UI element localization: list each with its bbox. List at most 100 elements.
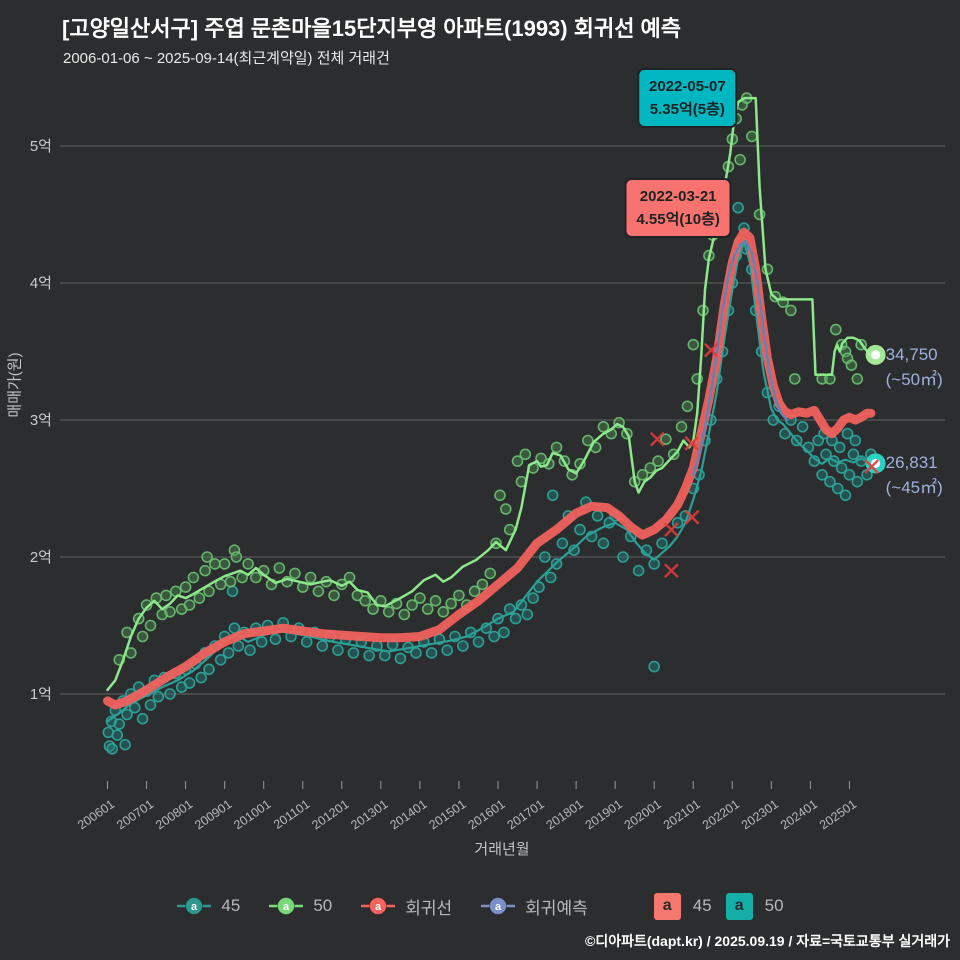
x-tick-label: 201301 <box>348 797 390 832</box>
scatter-dot-50 <box>250 571 262 584</box>
x-tick-label: 202401 <box>778 797 820 832</box>
cancelled-x-icon <box>649 431 665 447</box>
scatter-dot-45 <box>574 523 586 536</box>
scatter-dot-50 <box>224 575 237 588</box>
scatter-dot-50 <box>681 400 694 413</box>
scatter-dot-50 <box>829 323 842 336</box>
last-point-core-50 <box>871 350 881 360</box>
x-tick-label: 202201 <box>700 797 742 832</box>
scatter-dot-45 <box>410 647 422 659</box>
page-subtitle: 2006-01-06 ~ 2025-09-14(최근계약일) 전체 거래건 <box>63 50 390 67</box>
scatter-dot-45 <box>152 690 165 703</box>
scatter-dot-45 <box>121 708 133 721</box>
legend-badge-item-50[interactable]: a 50 <box>725 892 784 920</box>
scatter-dot-50 <box>687 338 700 351</box>
scatter-dot-45 <box>144 699 157 711</box>
legend-badge-item-45[interactable]: a 45 <box>653 892 712 920</box>
scatter-dot-50 <box>203 585 215 598</box>
legend-item-50[interactable]: a 50 <box>268 896 332 916</box>
scatter-dot-45 <box>394 652 407 665</box>
scatter-dot-45 <box>195 671 207 684</box>
legend-item-회귀예측[interactable]: a 회귀예측 <box>480 894 588 919</box>
scatter-dot-50 <box>367 603 379 615</box>
scatter-dot-45 <box>824 475 836 488</box>
scatter-dot-45 <box>441 644 454 657</box>
scatter-dot-50 <box>499 503 512 515</box>
x-tick-label: 201501 <box>426 797 468 832</box>
scatter-dot-50 <box>289 567 301 580</box>
scatter-dot-50 <box>597 420 610 433</box>
scatter-dot-45 <box>363 649 375 662</box>
legend-badge-label: 45 <box>692 896 712 915</box>
x-tick-label: 201201 <box>309 797 351 832</box>
scatter-dot-50 <box>437 605 450 618</box>
legend-marker-icon: a <box>361 897 396 915</box>
last-value-label-45: 26,831 (~45㎡) <box>885 453 943 498</box>
annotation-high-45: 2022-03-21 4.55억(10층) <box>624 177 732 238</box>
scatter-dot-50 <box>745 130 758 143</box>
scatter-dot-50 <box>312 585 325 598</box>
x-tick-label: 200901 <box>192 797 234 832</box>
scatter-dot-50 <box>209 558 221 570</box>
cancelled-x-icon <box>864 459 880 474</box>
scatter-dot-50 <box>179 581 192 593</box>
scatter-dot-50 <box>201 551 213 563</box>
scatter-dot-50 <box>644 462 657 474</box>
x-tick-label: 202301 <box>739 797 781 832</box>
footer-credit: ©디아파트(dapt.kr) / 2025.09.19 / 자료=국토교통부 실… <box>585 933 950 949</box>
scatter-dot-45 <box>835 462 848 474</box>
scatter-dot-45 <box>472 636 485 648</box>
scatter-dot-50 <box>550 441 563 454</box>
scatter-dot-45 <box>831 482 844 495</box>
scatter-dot-45 <box>244 644 256 657</box>
legend-label: 50 <box>313 896 333 915</box>
cancelled-x-icon <box>684 435 700 451</box>
y-axis-title: 매매가(원) <box>6 352 24 418</box>
x-tick-label: 201801 <box>544 797 586 832</box>
scatter-dot-45 <box>591 510 604 522</box>
scatter-dot-45 <box>425 647 438 659</box>
scatter-dot-50 <box>273 562 286 574</box>
scatter-dot-50 <box>484 567 497 580</box>
scatter-dot-45 <box>546 489 559 502</box>
legend-marker-icon: a <box>269 897 304 915</box>
scatter-dot-50 <box>359 594 372 607</box>
legend-label: 회귀선 <box>405 898 453 918</box>
scatter-dot-50 <box>734 153 746 166</box>
legend-marker-icon: a <box>177 897 212 915</box>
scatter-dot-50 <box>468 585 481 598</box>
legend-item-회귀선[interactable]: a 회귀선 <box>360 894 452 919</box>
scatter-dot-50 <box>851 373 864 385</box>
scatter-dot-50 <box>494 489 506 502</box>
scatter-dot-45 <box>841 427 854 440</box>
legend-item-45[interactable]: a 45 <box>176 896 240 916</box>
y-tick-label: 1억 <box>30 686 52 703</box>
scatter-dot-45 <box>222 647 235 659</box>
scatter-dot-45 <box>556 537 569 550</box>
legend-badges: a 45 a 50 <box>653 892 784 920</box>
scatter-dot-45 <box>732 201 745 214</box>
x-tick-label: 202101 <box>661 797 703 832</box>
scatter-dot-45 <box>843 468 856 481</box>
scatter-dot-50 <box>453 589 465 602</box>
scatter-dot-45 <box>833 441 846 454</box>
scatter-dot-50 <box>476 578 489 591</box>
scatter-dot-45 <box>544 571 557 584</box>
scatter-dot-45 <box>632 564 645 577</box>
legend-badge-label: 50 <box>764 896 784 915</box>
scatter-dot-50 <box>328 589 340 602</box>
y-tick-label: 2억 <box>30 549 52 566</box>
scatter-dot-45 <box>816 468 828 481</box>
scatter-dot-50 <box>199 564 211 577</box>
legend-label: 45 <box>221 896 241 915</box>
scatter-dot-45 <box>509 612 522 625</box>
scatter-dot-45 <box>527 592 539 604</box>
legend-label: 회귀예측 <box>525 898 588 918</box>
svg-text:a: a <box>495 901 502 913</box>
scatter-dot-45 <box>119 738 131 751</box>
x-tick-label: 201101 <box>271 797 312 832</box>
x-tick-label: 202501 <box>817 797 859 832</box>
svg-text:a: a <box>283 901 290 913</box>
page-title: [고양일산서구] 주엽 문촌마을15단지부영 아파트(1993) 회귀선 예측 <box>62 16 682 41</box>
scatter-dot-45 <box>269 633 282 646</box>
